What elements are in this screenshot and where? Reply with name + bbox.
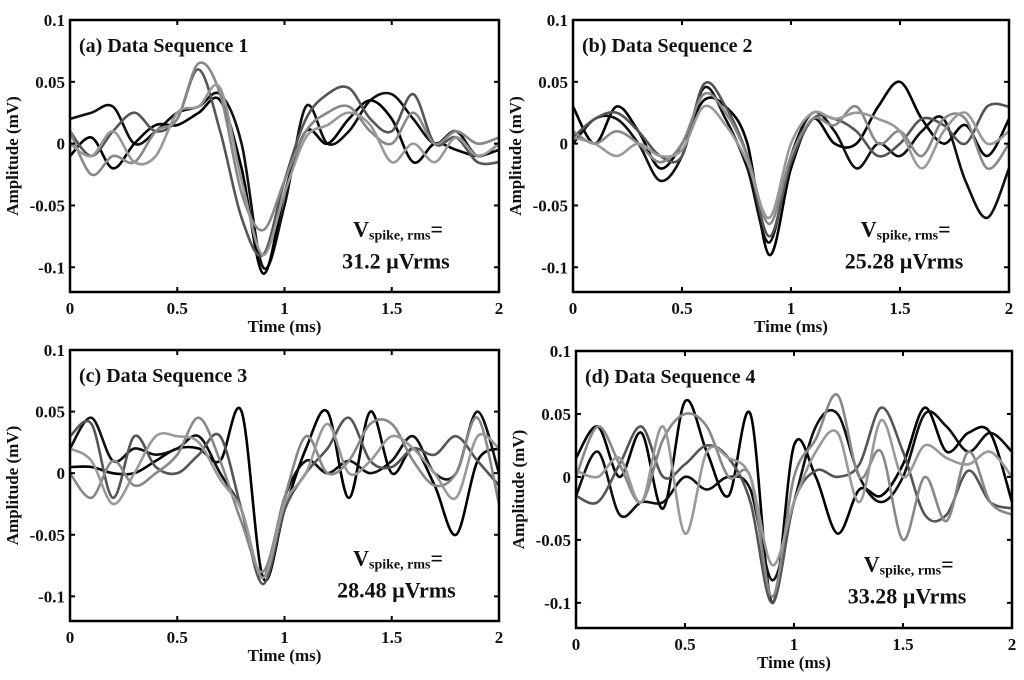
series-line-5 (69, 422, 500, 580)
subplot-d: 0 0.5 1 1.5 2 0.1 0.05 0 -0.05 -0.1 Time (ms) Ampli… (509, 342, 1016, 672)
y-tick-label: 0.1 (550, 342, 571, 361)
x-tick-label: 0.5 (167, 299, 188, 318)
x-tick-label: 1 (280, 628, 289, 647)
y-tick-label: -0.05 (30, 526, 65, 545)
series-line-4 (68, 416, 501, 574)
rms-value: 33.28 µVrms (848, 583, 967, 608)
subplot-b: 0 0.5 1 1.5 2 0.1 0.05 0 -0.05 -0.1 Time (ms) Ampli… (506, 11, 1013, 336)
y-axis-label: Amplitude (mV) (509, 430, 528, 549)
y-tick-label: 0 (57, 135, 66, 154)
x-tick-label: 0 (66, 628, 75, 647)
x-tick-label: 2 (1008, 635, 1017, 654)
series-line-5 (575, 418, 1014, 567)
subplot-title: (a) Data Sequence 1 (79, 35, 248, 57)
x-tick-label: 1.5 (892, 635, 913, 654)
x-axis-label: Time (ms) (754, 317, 828, 336)
y-tick-label: 0 (560, 135, 569, 154)
series-line-4 (68, 61, 500, 232)
series-line-5 (69, 83, 500, 257)
rms-annotation-label: Vspike, rms= (861, 216, 951, 243)
subplot-c: 0 0.5 1 1.5 2 0.1 0.05 0 -0.05 -0.1 Time (ms) Ampli… (3, 341, 503, 665)
rms-value: 25.28 µVrms (845, 248, 964, 273)
x-tick-label: 1.5 (381, 299, 402, 318)
subplot-title: (c) Data Sequence 3 (79, 365, 247, 387)
x-tick-label: 0.5 (671, 299, 692, 318)
y-tick-label: -0.05 (536, 531, 571, 550)
y-tick-label: 0.05 (541, 405, 571, 424)
x-axis-label: Time (ms) (248, 317, 322, 336)
y-tick-label: 0.05 (35, 403, 65, 422)
x-tick-label: 1 (790, 635, 799, 654)
y-axis-label: Amplitude (mV) (3, 96, 22, 215)
series-line-1 (69, 91, 500, 271)
y-tick-label: 0 (563, 468, 572, 487)
x-tick-label: 1.5 (889, 299, 910, 318)
series-line-2 (69, 96, 500, 275)
y-tick-label: -0.1 (544, 594, 571, 613)
y-tick-label: 0.1 (547, 11, 568, 30)
subplot-title: (b) Data Sequence 2 (582, 35, 753, 57)
y-tick-label: 0.1 (44, 11, 65, 30)
y-tick-label: 0 (57, 464, 66, 483)
series-line-5 (572, 104, 1010, 220)
y-tick-label: -0.1 (38, 258, 65, 277)
y-axis-label: Amplitude (mV) (3, 426, 22, 545)
series-line-3 (69, 416, 500, 586)
x-tick-label: 2 (495, 628, 504, 647)
x-tick-label: 2 (1005, 299, 1014, 318)
y-tick-label: 0.05 (35, 73, 65, 92)
y-tick-label: -0.1 (38, 587, 65, 606)
y-tick-label: -0.05 (30, 196, 65, 215)
rms-annotation-label: Vspike, rms= (864, 551, 954, 578)
rms-annotation-label: Vspike, rms= (353, 216, 443, 243)
rms-annotation-label: Vspike, rms= (353, 546, 443, 573)
series-line-4 (574, 393, 1013, 598)
rms-value: 28.48 µVrms (337, 578, 456, 603)
x-axis-label: Time (ms) (757, 653, 831, 672)
x-tick-label: 1.5 (381, 628, 402, 647)
x-tick-label: 1 (787, 299, 796, 318)
x-tick-label: 0 (572, 635, 581, 654)
y-tick-label: -0.05 (533, 196, 568, 215)
x-tick-label: 0.5 (674, 635, 695, 654)
subplot-title: (d) Data Sequence 4 (585, 366, 756, 388)
y-tick-label: 0.05 (538, 73, 568, 92)
y-axis-label: Amplitude (mV) (506, 96, 525, 215)
series-line-4 (572, 91, 1011, 226)
x-tick-label: 2 (495, 299, 504, 318)
x-tick-label: 1 (280, 299, 289, 318)
x-tick-label: 0 (66, 299, 75, 318)
x-axis-label: Time (ms) (248, 646, 322, 665)
x-tick-label: 0 (569, 299, 578, 318)
rms-value: 31.2 µVrms (342, 248, 450, 273)
x-tick-label: 0.5 (167, 628, 188, 647)
subplot-a: 0 0.5 1 1.5 2 0.1 0.05 0 -0.05 -0.1 Time (ms) Ampli… (3, 11, 503, 336)
y-tick-label: 0.1 (44, 341, 65, 360)
series-line-3 (572, 81, 1010, 238)
y-tick-label: -0.1 (541, 258, 568, 277)
